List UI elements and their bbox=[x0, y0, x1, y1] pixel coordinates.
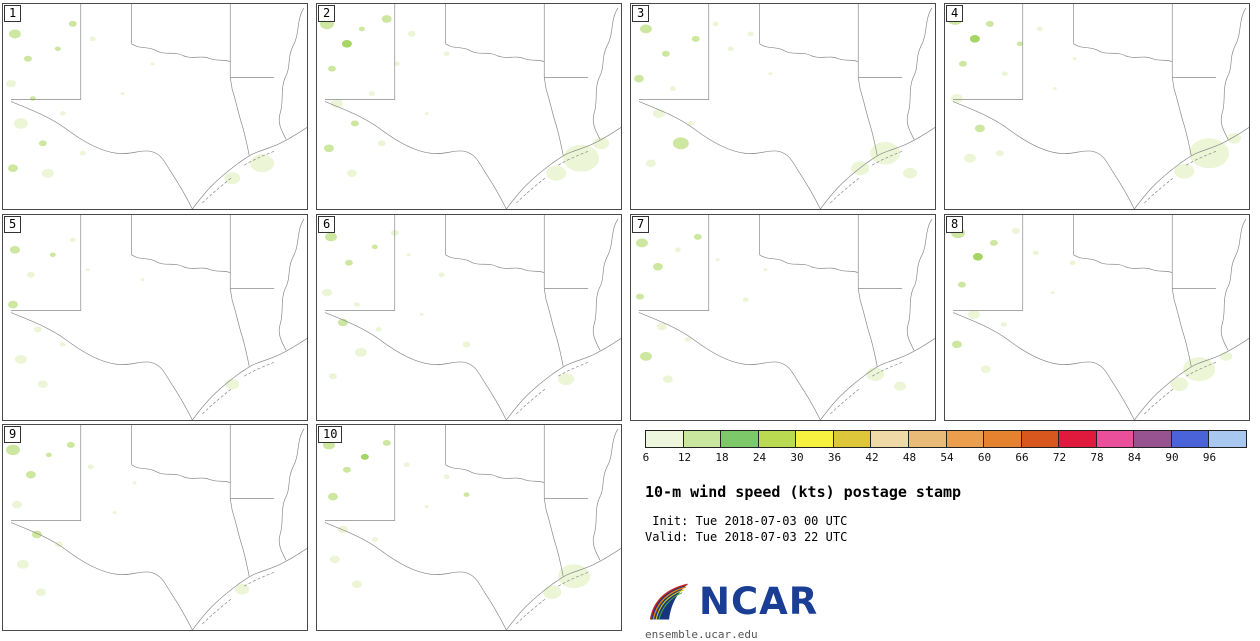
colorbar-tick: 6 bbox=[642, 451, 650, 464]
colorbar-tick: 36 bbox=[827, 451, 842, 464]
colorbar-ticks: 6 12 18 24 30 36 42 48 54 60 66 72 78 84 90 96 bbox=[642, 451, 1247, 465]
map-panel-10: 10 bbox=[316, 424, 622, 631]
colorbar-segment bbox=[720, 431, 758, 447]
colorbar-tick: 42 bbox=[865, 451, 879, 464]
wind-speed-map bbox=[635, 215, 935, 420]
colorbar-segment bbox=[1170, 431, 1209, 447]
colorbar-segment bbox=[1208, 431, 1246, 447]
panel-number: 5 bbox=[4, 216, 22, 233]
panel-number: 10 bbox=[318, 426, 343, 443]
colorbar-segment bbox=[870, 431, 908, 447]
colorbar bbox=[645, 430, 1247, 448]
panel-number: 6 bbox=[318, 216, 336, 233]
colorbar-tick: 96 bbox=[1202, 451, 1217, 464]
map-panel-9: 9 bbox=[2, 424, 308, 631]
colorbar-tick: 84 bbox=[1127, 451, 1142, 464]
wind-speed-map bbox=[5, 425, 307, 630]
colorbar-segment bbox=[1020, 431, 1059, 447]
wind-speed-map bbox=[322, 425, 621, 630]
colorbar-segment bbox=[907, 431, 946, 447]
wind-speed-map bbox=[319, 4, 621, 209]
panel-number: 2 bbox=[318, 5, 336, 22]
colorbar-tick: 78 bbox=[1090, 451, 1104, 464]
colorbar-tick: 30 bbox=[790, 451, 804, 464]
map-panel-2: 2 bbox=[316, 3, 622, 210]
colorbar-tick: 72 bbox=[1052, 451, 1067, 464]
map-panel-3: 3 bbox=[630, 3, 936, 210]
map-panel-5: 5 bbox=[2, 214, 308, 421]
legend-block: 6 12 18 24 30 36 42 48 54 60 66 72 78 84 90 96 10-m win… bbox=[642, 430, 1247, 641]
panel-number: 1 bbox=[4, 5, 22, 22]
wind-speed-map bbox=[5, 4, 307, 209]
map-panel-1: 1 bbox=[2, 3, 308, 210]
colorbar-tick: 24 bbox=[752, 451, 767, 464]
panel-number: 8 bbox=[946, 216, 964, 233]
colorbar-tick: 48 bbox=[902, 451, 917, 464]
colorbar-segment bbox=[646, 431, 683, 447]
map-panel-8: 8 bbox=[944, 214, 1250, 421]
ncar-logo-icon bbox=[649, 583, 688, 620]
colorbar-tick: 12 bbox=[677, 451, 692, 464]
colorbar-segment bbox=[795, 431, 833, 447]
map-panel-7: 7 bbox=[630, 214, 936, 421]
colorbar-segment bbox=[983, 431, 1021, 447]
colorbar-segment bbox=[1133, 431, 1171, 447]
wind-speed-map bbox=[7, 215, 307, 420]
map-panel-4: 4 bbox=[944, 3, 1250, 210]
ncar-logo: NCAR bbox=[645, 578, 1247, 624]
wind-speed-map bbox=[950, 215, 1249, 420]
ncar-logo-text: NCAR bbox=[699, 579, 819, 623]
colorbar-segment bbox=[682, 431, 721, 447]
panel-number: 9 bbox=[4, 426, 22, 443]
colorbar-segment bbox=[1058, 431, 1096, 447]
colorbar-segment bbox=[757, 431, 796, 447]
wind-speed-map bbox=[633, 4, 935, 209]
map-panel-6: 6 bbox=[316, 214, 622, 421]
panel-number: 3 bbox=[632, 5, 650, 22]
wind-speed-map bbox=[321, 215, 621, 420]
colorbar-tick: 54 bbox=[940, 451, 954, 464]
panel-number: 4 bbox=[946, 5, 964, 22]
colorbar-tick: 60 bbox=[977, 451, 992, 464]
valid-time: Valid: Tue 2018-07-03 22 UTC bbox=[645, 530, 848, 544]
plot-title: 10-m wind speed (kts) postage stamp bbox=[645, 483, 962, 501]
colorbar-tick: 90 bbox=[1165, 451, 1179, 464]
colorbar-tick: 18 bbox=[715, 451, 729, 464]
wind-speed-map bbox=[946, 4, 1249, 209]
init-time: Init: Tue 2018-07-03 00 UTC bbox=[645, 514, 848, 528]
colorbar-segment bbox=[945, 431, 984, 447]
colorbar-segment bbox=[1095, 431, 1134, 447]
colorbar-segment bbox=[832, 431, 871, 447]
panel-number: 7 bbox=[632, 216, 650, 233]
colorbar-tick: 66 bbox=[1015, 451, 1029, 464]
